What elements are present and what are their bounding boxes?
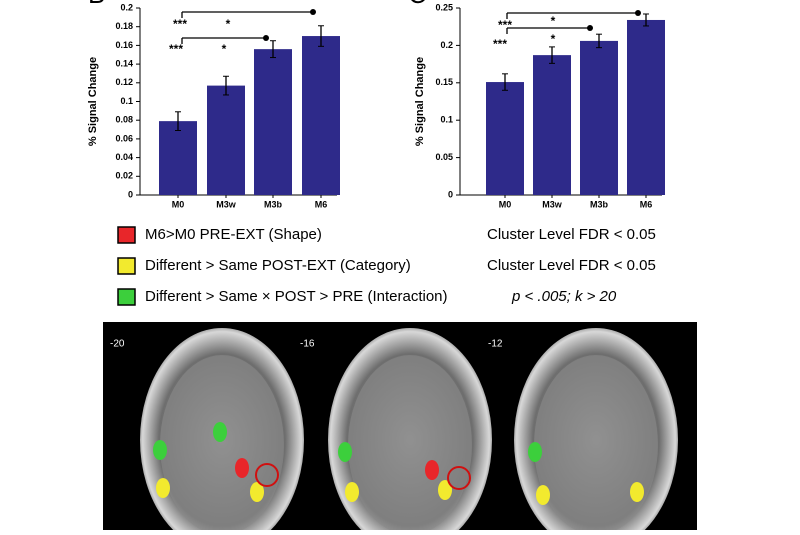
y-tick-label: 0.1 — [120, 96, 133, 106]
x-tick-label: M3w — [542, 199, 563, 209]
brain-inner — [534, 355, 658, 535]
roi-circle — [447, 466, 471, 490]
bar — [159, 121, 197, 195]
bar — [627, 19, 665, 195]
significance: * — [551, 32, 556, 46]
significance: * — [226, 17, 231, 31]
error-bar — [270, 40, 276, 59]
panel-letter: C — [408, 0, 427, 9]
y-tick-label: 0.04 — [115, 152, 133, 162]
y-tick-label: 0.15 — [435, 77, 453, 87]
y-tick-label: 0.06 — [115, 133, 133, 143]
activation — [250, 482, 264, 502]
activation — [630, 482, 644, 502]
significance: * — [222, 42, 227, 56]
y-axis-label: % Signal Change — [414, 57, 426, 146]
activation — [345, 482, 359, 502]
legend-label: Different > Same × POST > PRE (Interacti… — [145, 288, 448, 305]
slice-label: -12 — [488, 339, 503, 350]
y-tick-label: 0.08 — [115, 115, 133, 125]
error-bar — [175, 111, 181, 131]
legend-swatch — [117, 257, 136, 275]
legend-swatch — [117, 226, 136, 244]
error-bar — [549, 46, 555, 64]
y-axis-label: % Signal Change — [87, 57, 99, 146]
significance: *** — [169, 42, 183, 56]
legend-label: Different > Same POST-EXT (Category) — [145, 257, 411, 274]
activation — [536, 485, 550, 505]
significance: * — [551, 14, 556, 28]
x-tick-label: M6 — [315, 199, 328, 209]
error-bar — [318, 25, 324, 47]
activation — [156, 478, 170, 498]
y-tick-label: 0.05 — [435, 152, 453, 162]
slice-label: -16 — [300, 339, 315, 350]
y-tick-label: 0.12 — [115, 77, 133, 87]
x-tick-label: M3w — [216, 199, 237, 209]
x-tick-label: M6 — [640, 199, 653, 209]
y-tick-label: 0.02 — [115, 171, 133, 181]
y-tick-label: 0.2 — [120, 2, 133, 12]
bar — [486, 82, 524, 195]
x-tick-label: M3b — [590, 199, 609, 209]
bar — [207, 85, 245, 195]
activation — [235, 458, 249, 478]
y-tick-label: 0.1 — [440, 115, 453, 125]
brain-inner — [348, 355, 472, 535]
activation — [338, 442, 352, 462]
error-bar — [223, 75, 229, 96]
bar — [254, 49, 292, 195]
error-bar — [502, 73, 508, 91]
y-tick-label: 0.2 — [440, 40, 453, 50]
activation — [153, 440, 167, 460]
activation — [213, 422, 227, 442]
x-tick-label: M0 — [172, 199, 185, 209]
y-tick-label: 0.25 — [435, 2, 453, 12]
significance: *** — [498, 18, 512, 32]
activation — [425, 460, 439, 480]
error-bar — [596, 33, 602, 49]
x-tick-label: M3b — [264, 199, 283, 209]
x-tick-label: M0 — [499, 199, 512, 209]
activation — [528, 442, 542, 462]
sig-dot — [635, 10, 641, 16]
bar — [533, 55, 571, 196]
sig-dot — [587, 25, 593, 31]
sig-dot — [310, 9, 316, 15]
sig-dot — [263, 35, 269, 41]
legend-threshold: Cluster Level FDR < 0.05 — [487, 257, 656, 274]
legend-swatch — [117, 288, 136, 306]
brain-inner — [160, 355, 284, 535]
y-tick-label: 0 — [448, 189, 453, 199]
bar — [302, 36, 340, 195]
bar — [580, 40, 618, 195]
error-bar — [643, 13, 649, 27]
significance: *** — [173, 17, 187, 31]
panel-letter: B — [88, 0, 105, 9]
y-tick-label: 0.14 — [115, 58, 133, 68]
roi-circle — [255, 463, 279, 487]
legend-threshold: Cluster Level FDR < 0.05 — [487, 226, 656, 243]
y-tick-label: 0.18 — [115, 21, 133, 31]
slice-label: -20 — [110, 339, 125, 350]
y-tick-label: 0.16 — [115, 40, 133, 50]
legend-label: M6>M0 PRE-EXT (Shape) — [145, 226, 322, 243]
activation — [438, 480, 452, 500]
legend-threshold: p < .005; k > 20 — [511, 288, 617, 305]
y-tick-label: 0 — [128, 189, 133, 199]
significance: *** — [493, 37, 507, 51]
